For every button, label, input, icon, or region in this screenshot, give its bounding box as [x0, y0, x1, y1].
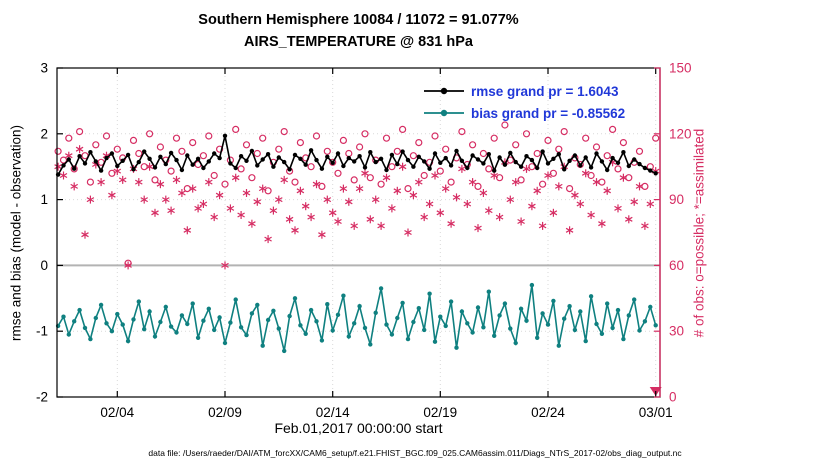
- svg-text:1: 1: [40, 192, 48, 207]
- svg-text:0: 0: [40, 258, 48, 273]
- svg-text:2: 2: [40, 126, 48, 141]
- bias-legend-marker: [424, 109, 464, 117]
- axes-box: [56, 67, 661, 398]
- svg-text:3: 3: [40, 61, 48, 76]
- legend-item-rmse: rmse grand pr = 1.6043: [424, 80, 625, 102]
- svg-text:0: 0: [669, 390, 677, 405]
- legend-item-bias: bias grand pr = -0.85562: [424, 102, 625, 124]
- y-tick-labels-left: -2 -1 0 1 2 3: [36, 61, 48, 405]
- legend-label-bias: bias grand pr = -0.85562: [471, 105, 626, 121]
- svg-text:02/09: 02/09: [208, 405, 242, 420]
- rmse-series: [55, 133, 658, 177]
- chart-title-line1: Southern Hemisphere 10084 / 11072 = 91.0…: [198, 12, 519, 28]
- x-axis-label: Feb.01,2017 00:00:00 start: [274, 420, 443, 436]
- assimilated-obs-markers: [54, 145, 660, 270]
- y-tick-labels-right: 0 30 60 90 120 150: [669, 61, 692, 405]
- bias-series: [55, 282, 658, 354]
- svg-text:60: 60: [669, 258, 684, 273]
- y-axis-label-right: # of obs: o=possible; *=assimilated: [691, 128, 707, 338]
- chart-title-line2: AIRS_TEMPERATURE @ 831 hPa: [243, 34, 473, 50]
- x-tick-labels: 02/04 02/09 02/14 02/19 02/24 03/01: [100, 405, 672, 420]
- axis-ticks: [57, 67, 660, 398]
- svg-text:03/01: 03/01: [639, 405, 673, 420]
- svg-text:150: 150: [669, 61, 692, 76]
- svg-text:02/14: 02/14: [316, 405, 350, 420]
- svg-text:90: 90: [669, 192, 684, 207]
- svg-text:120: 120: [669, 126, 692, 141]
- legend: rmse grand pr = 1.6043 bias grand pr = -…: [424, 80, 625, 124]
- y-axis-label-left: rmse and bias (model - observation): [8, 124, 24, 342]
- svg-text:02/04: 02/04: [100, 405, 134, 420]
- svg-text:02/24: 02/24: [531, 405, 565, 420]
- possible-obs-markers: [54, 121, 660, 267]
- svg-text:30: 30: [669, 324, 684, 339]
- svg-text:-1: -1: [36, 324, 48, 339]
- svg-text:-2: -2: [36, 390, 48, 405]
- data-file-caption: data file: /Users/raeder/DAI/ATM_forcXX/…: [148, 448, 682, 458]
- svg-text:02/19: 02/19: [423, 405, 457, 420]
- legend-label-rmse: rmse grand pr = 1.6043: [471, 83, 619, 99]
- rmse-legend-marker: [424, 87, 464, 95]
